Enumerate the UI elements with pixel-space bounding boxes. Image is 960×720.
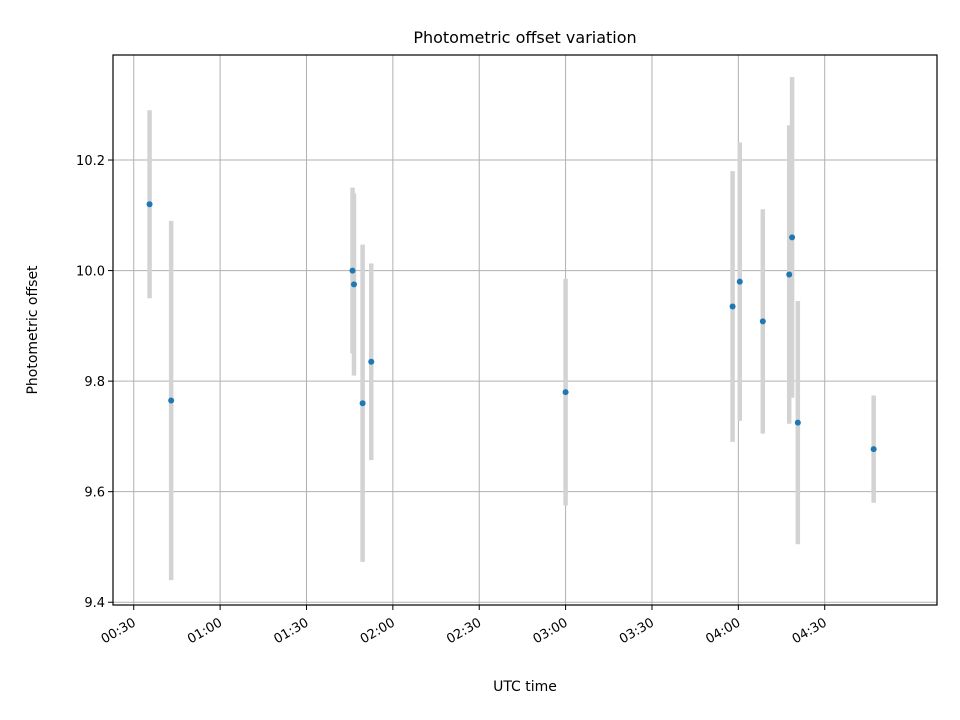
y-tick-label: 9.4 bbox=[84, 596, 105, 611]
data-point bbox=[350, 281, 357, 288]
chart-title: Photometric offset variation bbox=[413, 28, 636, 47]
data-point bbox=[786, 271, 793, 278]
error-bars bbox=[147, 77, 876, 581]
x-axis: 00:30 01:00 01:30 02:00 02:30 03:00 03:30 04:00… bbox=[99, 605, 830, 647]
data-point bbox=[789, 234, 796, 241]
y-axis-label: Photometric offset bbox=[25, 265, 41, 395]
data-point bbox=[359, 400, 366, 407]
x-axis-label: UTC time bbox=[493, 679, 557, 695]
y-tick-label: 9.6 bbox=[84, 486, 105, 501]
data-point bbox=[870, 446, 877, 453]
x-tick-label: 01:30 bbox=[272, 615, 312, 647]
x-tick-label: 02:30 bbox=[444, 615, 484, 647]
data-point bbox=[562, 389, 569, 396]
data-point bbox=[168, 397, 175, 404]
x-tick-label: 02:00 bbox=[358, 615, 398, 647]
x-tick-label: 00:30 bbox=[99, 615, 139, 647]
grid bbox=[113, 55, 937, 605]
y-tick-label: 9.8 bbox=[84, 375, 105, 390]
y-axis: 9.4 9.6 9.8 10.0 10.2 bbox=[76, 154, 113, 611]
data-point bbox=[146, 201, 153, 208]
x-tick-label: 03:00 bbox=[531, 615, 571, 647]
x-tick-label: 01:00 bbox=[185, 615, 225, 647]
data-points bbox=[146, 201, 877, 453]
y-tick-label: 10.2 bbox=[76, 154, 105, 169]
x-tick-label: 04:00 bbox=[703, 615, 743, 647]
data-point bbox=[736, 278, 743, 285]
data-point bbox=[368, 358, 375, 365]
plot-frame bbox=[112, 54, 938, 606]
data-point bbox=[349, 267, 356, 274]
data-point bbox=[759, 318, 766, 325]
y-tick-label: 10.0 bbox=[76, 265, 105, 280]
x-tick-label: 03:30 bbox=[617, 615, 657, 647]
data-point bbox=[729, 303, 736, 310]
x-tick-label: 04:30 bbox=[790, 615, 830, 647]
data-point bbox=[794, 419, 801, 426]
